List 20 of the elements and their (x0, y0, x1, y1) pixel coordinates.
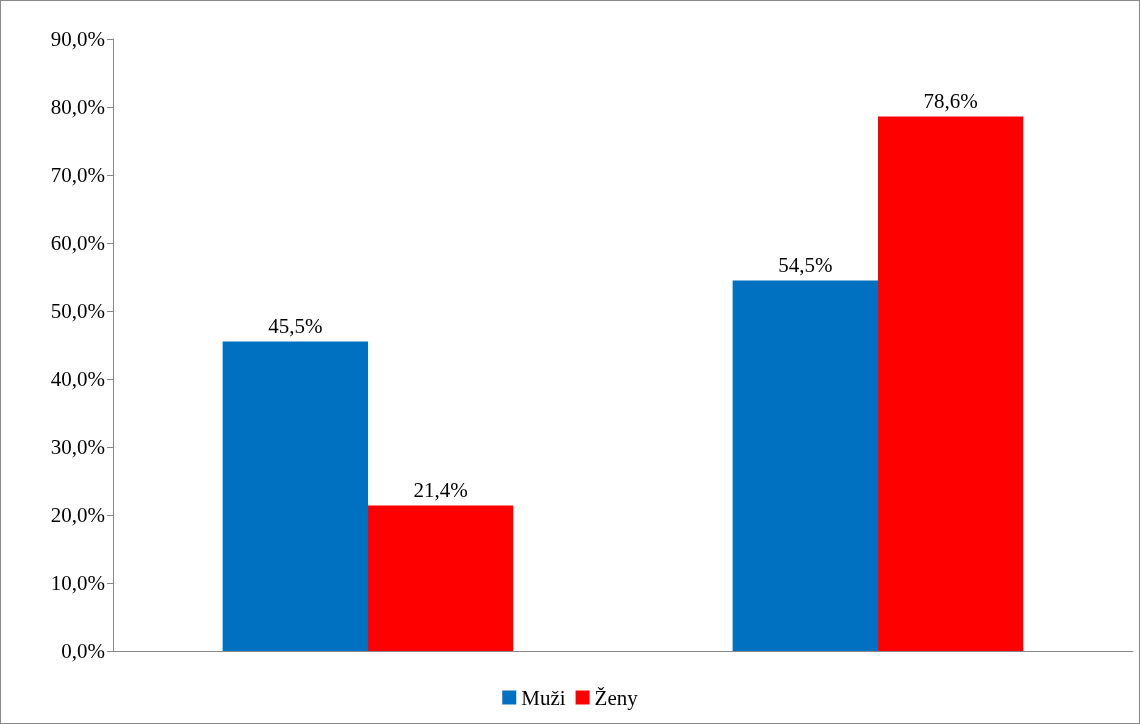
y-tick-label: 60,0% (50, 231, 105, 255)
bar (878, 116, 1024, 651)
data-label: 45,5% (268, 314, 323, 339)
y-tick-label: 80,0% (50, 95, 105, 119)
y-tick-label: 70,0% (50, 163, 105, 187)
legend-label: Muži (521, 685, 566, 710)
data-label: 78,6% (923, 89, 978, 114)
bar (222, 341, 368, 651)
y-tick-label: 10,0% (50, 571, 105, 595)
y-tick-label: 30,0% (50, 435, 105, 459)
bar (732, 280, 878, 651)
data-label: 21,4% (413, 477, 468, 502)
y-tick-label: 90,0% (50, 27, 105, 51)
y-tick-label: 40,0% (50, 367, 105, 391)
y-tick-label: 0,0% (61, 639, 105, 663)
y-tick-label: 50,0% (50, 299, 105, 323)
bar (368, 505, 514, 651)
legend-label: Ženy (594, 685, 639, 710)
data-label: 54,5% (778, 252, 833, 277)
y-tick-label: 20,0% (50, 503, 105, 527)
